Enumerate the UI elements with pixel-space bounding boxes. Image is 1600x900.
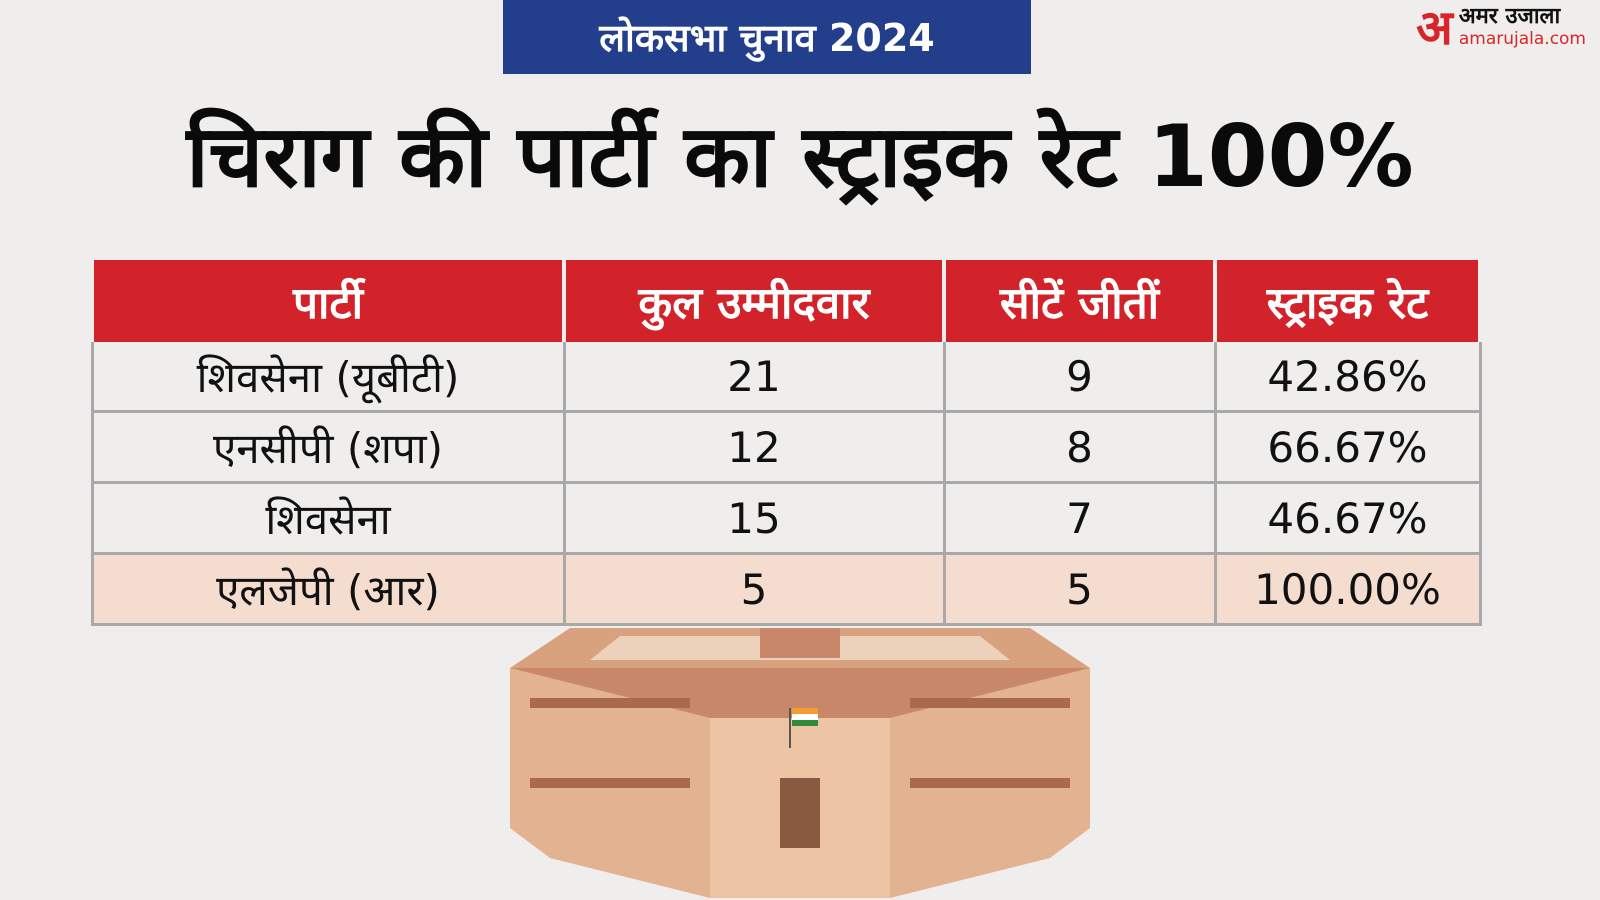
column-header: सीटें जीतीं [942, 260, 1217, 342]
table-cell: शिवसेना (यूबीटी) [90, 342, 566, 413]
table-cell: 9 [942, 342, 1217, 413]
headline: चिराग की पार्टी का स्ट्राइक रेट 100% [186, 107, 1414, 207]
table-cell: 100.00% [1213, 553, 1482, 626]
table-cell: 5 [562, 553, 946, 626]
banner-tag: लोकसभा चुनाव 2024 [503, 0, 1031, 74]
table-cell: 21 [562, 342, 946, 413]
table-cell: 46.67% [1213, 482, 1482, 555]
front-roof [510, 668, 1090, 718]
table-cell: 12 [562, 411, 946, 484]
flag-green [792, 720, 818, 726]
windows [530, 698, 1070, 788]
table-head: पार्टी कुल उम्मीदवार सीटें जीतीं स्ट्राइक र… [90, 260, 1482, 342]
parliament-illustration [510, 628, 1090, 898]
table-row: शिवसेना (यूबीटी) 21 9 42.86% [90, 342, 1482, 413]
column-header: कुल उम्मीदवार [562, 260, 946, 342]
window-strip [530, 698, 690, 708]
logo-name: अमर उजाला [1458, 4, 1561, 29]
logo-mark: अ [1416, 0, 1453, 56]
table-cell: 66.67% [1213, 411, 1482, 484]
column-header: पार्टी [90, 260, 566, 342]
window-strip [530, 778, 690, 788]
results-table: पार्टी कुल उम्मीदवार सीटें जीतीं स्ट्राइक र… [90, 260, 1482, 626]
table-cell: एलजेपी (आर) [90, 553, 566, 626]
door [780, 778, 820, 848]
table-cell: 5 [942, 553, 1217, 626]
table-row: एलजेपी (आर) 5 5 100.00% [90, 553, 1482, 626]
logo-text: अमर उजाला amarujala.com [1459, 6, 1586, 50]
flag-white [792, 714, 818, 720]
table-cell: एनसीपी (शपा) [90, 411, 566, 484]
table-body: शिवसेना (यूबीटी) 21 9 42.86% एनसीपी (शपा) 12 8… [90, 342, 1482, 626]
flag [789, 708, 818, 748]
column-header: स्ट्राइक रेट [1213, 260, 1482, 342]
table-row: शिवसेना 15 7 46.67% [90, 482, 1482, 555]
table-cell: शिवसेना [90, 482, 566, 555]
window-strip [910, 698, 1070, 708]
table-cell: 15 [562, 482, 946, 555]
window-strip [910, 778, 1070, 788]
table-cell: 42.86% [1213, 342, 1482, 413]
table-cell: 7 [942, 482, 1217, 555]
header-row: पार्टी कुल उम्मीदवार सीटें जीतीं स्ट्राइक र… [90, 260, 1482, 342]
table-row: एनसीपी (शपा) 12 8 66.67% [90, 411, 1482, 484]
flag-saffron [792, 708, 818, 714]
logo: अ अमर उजाला amarujala.com [1416, 4, 1586, 52]
dome-block [760, 628, 840, 658]
logo-site: amarujala.com [1458, 29, 1586, 49]
table-cell: 8 [942, 411, 1217, 484]
